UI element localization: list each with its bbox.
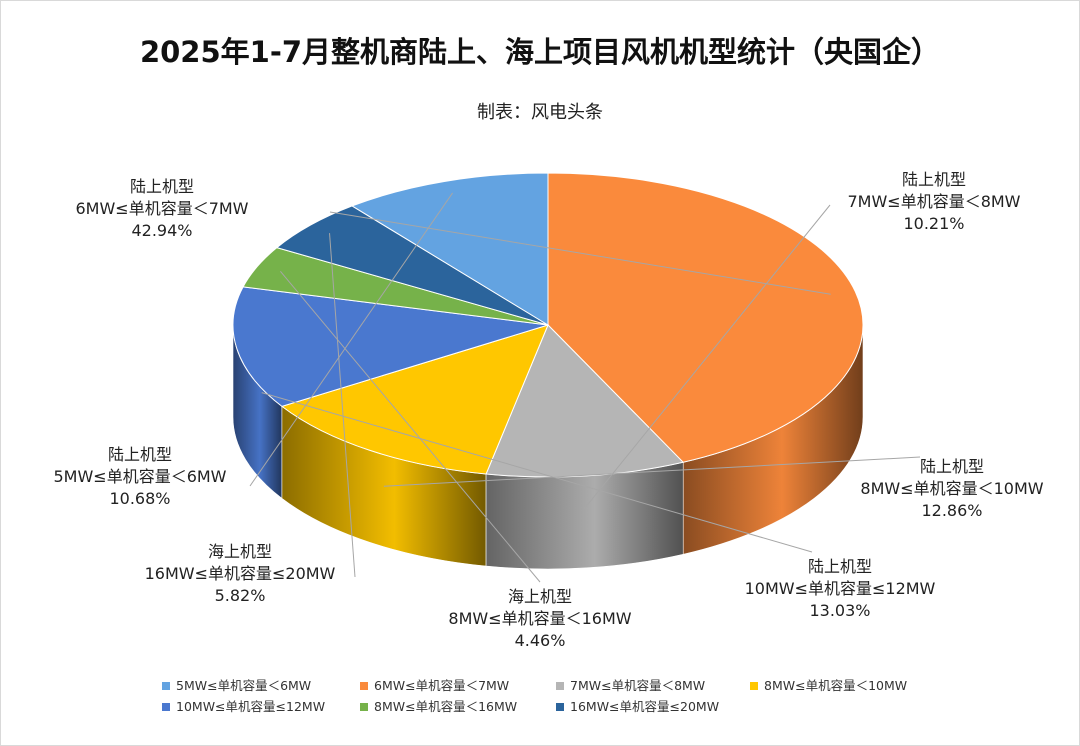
data-label-line: 10MW≤单机容量≤12MW [745,579,936,598]
data-label-0: 陆上机型 6MW≤单机容量＜7MW 42.94% [75,177,248,240]
data-label-line: 5.82% [215,586,266,605]
legend-swatch-2 [556,682,564,690]
leader-line-3 [261,392,813,553]
leader-line-0 [329,211,831,295]
data-label-line: 陆上机型 [808,557,872,576]
legend: 5MW≤单机容量＜6MW 6MW≤单机容量＜7MW 7MW≤单机容量＜8MW 8MW≤… [162,678,907,714]
pie-slice-2 [280,324,549,475]
data-label-line: 海上机型 [208,542,272,561]
data-label-line: 8MW≤单机容量＜16MW [448,609,631,628]
pie-slice-0 [547,172,864,463]
legend-label-2: 7MW≤单机容量＜8MW [570,678,705,693]
leader-line-6 [249,192,453,487]
data-label-line: 10.68% [109,489,170,508]
chart-subtitle: 制表：风电头条 [477,102,603,123]
data-label-line: 12.86% [921,501,982,520]
data-label-2: 陆上机型 8MW≤单机容量＜10MW 12.86% [860,457,1043,520]
data-label-line: 6MW≤单机容量＜7MW [75,199,248,218]
data-label-line: 42.94% [131,221,192,240]
data-label-line: 7MW≤单机容量＜8MW [847,192,1020,211]
data-label-line: 海上机型 [508,587,572,606]
data-label-line: 陆上机型 [130,177,194,196]
data-label-1: 陆上机型 7MW≤单机容量＜8MW 10.21% [847,170,1020,233]
leader-line-1 [583,204,831,511]
leader-line-5 [329,233,356,578]
pie-slices [232,172,864,478]
data-label-line: 陆上机型 [108,445,172,464]
pie-slice-1 [485,324,685,478]
data-label-line: 5MW≤单机容量＜6MW [53,467,226,486]
data-label-line: 4.46% [515,631,566,650]
data-label-4: 海上机型 8MW≤单机容量＜16MW 4.46% [448,587,631,650]
leader-line-2 [383,456,921,487]
legend-swatch-3 [750,682,758,690]
data-label-line: 16MW≤单机容量≤20MW [145,564,336,583]
data-label-6: 陆上机型 5MW≤单机容量＜6MW 10.68% [53,445,226,508]
data-label-line: 10.21% [903,214,964,233]
chart-title: 2025年1-7月整机商陆上、海上项目风机机型统计（央国企） [140,35,940,69]
legend-label-3: 8MW≤单机容量＜10MW [764,678,907,693]
legend-label-6: 16MW≤单机容量≤20MW [570,699,719,714]
data-label-line: 13.03% [809,601,870,620]
pie-slice-3 [232,286,549,407]
data-label-3: 陆上机型 10MW≤单机容量≤12MW 13.03% [745,557,936,620]
legend-label-5: 8MW≤单机容量＜16MW [374,699,517,714]
data-label-line: 陆上机型 [902,170,966,189]
legend-swatch-4 [162,703,170,711]
data-label-5: 海上机型 16MW≤单机容量≤20MW 5.82% [145,542,336,605]
legend-label-0: 5MW≤单机容量＜6MW [176,678,311,693]
legend-swatch-6 [556,703,564,711]
data-labels: 陆上机型 6MW≤单机容量＜7MW 42.94% 陆上机型 7MW≤单机容量＜8MW 10… [53,170,1043,650]
data-label-line: 陆上机型 [920,457,984,476]
legend-swatch-1 [360,682,368,690]
leader-lines [249,192,921,583]
legend-label-4: 10MW≤单机容量≤12MW [176,699,325,714]
pie-slice-6 [351,172,549,326]
legend-swatch-0 [162,682,170,690]
legend-swatch-5 [360,703,368,711]
data-label-line: 8MW≤单机容量＜10MW [860,479,1043,498]
legend-label-1: 6MW≤单机容量＜7MW [374,678,509,693]
leader-line-4 [280,271,541,583]
